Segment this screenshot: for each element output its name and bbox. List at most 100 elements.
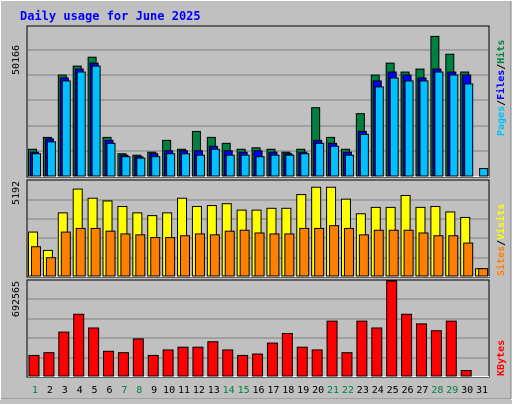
pages-bar xyxy=(151,156,161,177)
x-tick-label: 11 xyxy=(178,385,190,396)
legend-visits: Visits xyxy=(495,204,507,240)
kbytes-bar xyxy=(266,342,278,377)
top-panel-ymax-label: 50166 xyxy=(11,45,22,75)
pages-bar xyxy=(240,154,250,177)
x-tick-label: 28 xyxy=(431,385,443,396)
x-tick-label: 25 xyxy=(387,385,399,396)
kbytes-bar xyxy=(445,320,457,377)
pages-bar xyxy=(136,157,146,177)
kbytes-bar xyxy=(430,330,442,377)
x-tick-label: 3 xyxy=(62,385,68,396)
pages-bar xyxy=(434,71,444,177)
sites-bar xyxy=(373,229,384,277)
pages-bar xyxy=(464,83,474,177)
sites-bar xyxy=(31,246,41,277)
sites-bar xyxy=(418,232,429,277)
sites-bar xyxy=(105,230,116,277)
sites-bar xyxy=(478,268,489,277)
pages-bar xyxy=(46,141,56,177)
legend-hits: Hits xyxy=(495,40,507,64)
pages-bar xyxy=(270,154,280,177)
sites-bar xyxy=(254,232,265,277)
x-tick-label: 29 xyxy=(446,385,458,396)
x-tick-label: 6 xyxy=(106,385,112,396)
sites-bar xyxy=(433,235,444,277)
kbytes-bar xyxy=(371,327,383,377)
pages-bar xyxy=(32,153,41,177)
x-tick-label: 9 xyxy=(151,385,157,396)
kbytes-bar xyxy=(207,341,219,377)
pages-bar xyxy=(300,153,310,177)
kbytes-bar xyxy=(296,346,308,377)
kbytes-bar xyxy=(28,354,40,377)
x-tick-label: 5 xyxy=(92,385,98,396)
legend-text: KBytes xyxy=(496,340,507,376)
sites-bar xyxy=(239,229,250,277)
x-tick-label: 12 xyxy=(193,385,205,396)
x-tick-label: 24 xyxy=(372,385,384,396)
x-tick-label: 22 xyxy=(342,385,354,396)
pages-bar xyxy=(166,153,176,177)
x-tick-label: 26 xyxy=(402,385,414,396)
x-tick-label: 17 xyxy=(267,385,279,396)
sites-bar xyxy=(224,230,235,277)
pages-bar xyxy=(315,142,325,177)
x-tick-label: 10 xyxy=(163,385,175,396)
chart-title: Daily usage for June 2025 xyxy=(20,9,201,23)
kbytes-bar xyxy=(237,354,249,377)
sites-bar xyxy=(120,233,131,277)
x-tick-label: 19 xyxy=(297,385,309,396)
sites-bar xyxy=(135,234,146,277)
legend-pages: Pages xyxy=(496,106,507,136)
legend-kbytes: KBytes xyxy=(496,340,507,376)
legend-separator: / xyxy=(496,64,507,70)
kbytes-bar xyxy=(43,352,55,377)
x-tick-label: 23 xyxy=(357,385,369,396)
kbytes-bar xyxy=(341,352,353,377)
sites-bar xyxy=(269,233,280,277)
kbytes-bar xyxy=(415,323,427,377)
kbytes-bar xyxy=(58,331,70,377)
pages-bar xyxy=(419,80,429,177)
sites-bar xyxy=(448,235,459,277)
legend-separator: / xyxy=(496,240,507,246)
kbytes-bar xyxy=(73,313,85,377)
pages-bar xyxy=(449,74,459,177)
pages-bar xyxy=(479,168,489,177)
kbytes-bar xyxy=(117,352,129,377)
kbytes-bar xyxy=(132,338,144,377)
sites-bar xyxy=(329,225,340,277)
pages-bar xyxy=(374,86,384,177)
legend-text: Sites/Visits xyxy=(495,204,507,276)
sites-bar xyxy=(284,233,295,277)
pages-bar xyxy=(330,145,340,177)
x-tick-label: 4 xyxy=(77,385,83,396)
pages-bar xyxy=(344,154,354,177)
x-tick-label: 13 xyxy=(208,385,220,396)
x-tick-label: 2 xyxy=(47,385,53,396)
pages-bar xyxy=(210,148,220,177)
sites-bar xyxy=(60,231,71,277)
sites-bar xyxy=(388,229,399,277)
pages-bar xyxy=(195,154,205,177)
kbytes-bar xyxy=(326,320,338,377)
sites-bar xyxy=(209,234,220,277)
kbytes-bar xyxy=(356,320,368,377)
legend-separator: / xyxy=(496,100,507,106)
x-tick-label: 15 xyxy=(238,385,250,396)
legend-sites: Sites xyxy=(495,246,507,276)
sites-bar xyxy=(45,257,56,277)
kbytes-bar xyxy=(222,349,234,377)
x-tick-label: 18 xyxy=(282,385,294,396)
kbytes-bar xyxy=(88,327,100,377)
legend-pages-files-hits: Pages/Files/Hits xyxy=(495,40,507,136)
x-tick-label: 20 xyxy=(312,385,324,396)
kbytes-bar xyxy=(252,353,264,377)
pages-bar xyxy=(121,156,131,177)
pages-bar xyxy=(255,156,265,177)
sites-bar xyxy=(75,227,86,277)
kbytes-bar xyxy=(460,370,472,377)
x-tick-label: 27 xyxy=(416,385,428,396)
kbytes-bar xyxy=(281,332,293,377)
